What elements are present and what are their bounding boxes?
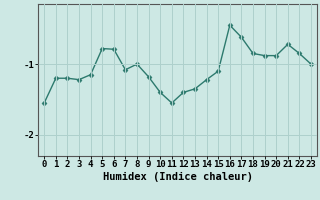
X-axis label: Humidex (Indice chaleur): Humidex (Indice chaleur)	[103, 172, 252, 182]
